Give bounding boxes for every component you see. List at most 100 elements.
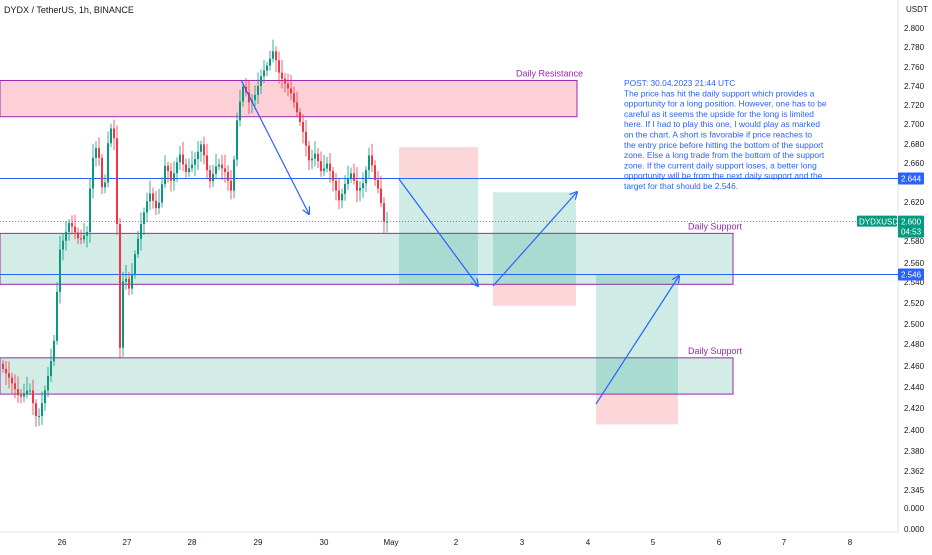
price-tick-label: 2.560 <box>904 259 925 268</box>
candle-body <box>20 395 22 397</box>
trend-arrow-1 <box>240 79 309 214</box>
candle-body <box>137 238 139 255</box>
price-tick-label: 2.362 <box>904 467 925 476</box>
price-tick-label: 2.720 <box>904 101 925 110</box>
time-tick-label: 28 <box>188 538 197 547</box>
candle-body <box>119 224 121 348</box>
candle-body <box>296 102 298 113</box>
price-tick-label: 2.780 <box>904 43 925 52</box>
trade-3-stop-box <box>596 394 678 425</box>
price-tick-label: 2.660 <box>904 159 925 168</box>
candle-body <box>92 157 94 189</box>
candle-body <box>26 390 28 394</box>
time-tick-label: 29 <box>254 538 263 547</box>
candle-body <box>305 131 307 146</box>
time-tick-label: 30 <box>320 538 329 547</box>
time-tick-label: 2 <box>454 538 459 547</box>
analysis-note: POST: 30.04.2023 21:44 UTC The price has … <box>624 78 827 191</box>
price-tick-label: 2.760 <box>904 63 925 72</box>
candle-body <box>299 112 301 122</box>
trade-1-stop-box <box>399 147 478 179</box>
price-tick-label: 0.000 <box>904 504 925 513</box>
price-tick-label: 0.000 <box>904 525 925 534</box>
candle-body <box>362 183 364 189</box>
price-tick-label: 2.380 <box>904 447 925 456</box>
zone-label-3: Daily Support <box>688 346 743 356</box>
note-line: The price has hit the daily support whic… <box>624 88 815 98</box>
candle-body <box>347 178 349 185</box>
candle-body <box>95 148 97 158</box>
note-line: on the chart. A short is favorable if pr… <box>624 130 812 140</box>
candle-body <box>323 168 325 171</box>
candle-body <box>38 416 40 418</box>
candle-body <box>170 170 172 181</box>
price-tick-label: 2.480 <box>904 340 925 349</box>
candle-body <box>149 193 151 202</box>
trade-3-target-box <box>596 274 678 395</box>
candle-body <box>317 153 319 162</box>
candle-body <box>335 180 337 191</box>
candle-body <box>173 173 175 181</box>
current-price-value: 2.600 <box>901 218 922 227</box>
candle-body <box>287 83 289 89</box>
candle-body <box>5 368 7 374</box>
time-tick-label: May <box>383 538 398 547</box>
time-tick-label: 7 <box>782 538 787 547</box>
note-line: target for that should be 2.546. <box>624 181 738 191</box>
note-line: here. If I had to play this one, I would… <box>624 119 820 129</box>
candle-body <box>272 51 274 59</box>
candle-body <box>359 188 361 191</box>
candle-body <box>314 153 316 159</box>
candle-body <box>11 377 13 384</box>
candle-body <box>383 203 385 222</box>
candle-body <box>185 164 187 172</box>
candle-body <box>290 88 292 94</box>
candle-body <box>179 154 181 163</box>
zone-label-2: Daily Support <box>688 221 743 231</box>
candle-body <box>341 193 343 201</box>
candle-body <box>218 164 220 167</box>
note-line: POST: 30.04.2023 21:44 UTC <box>624 78 735 88</box>
candle-countdown: 04:53 <box>901 228 922 237</box>
candle-body <box>308 145 310 161</box>
candle-body <box>194 159 196 165</box>
time-tick-label: 26 <box>58 538 67 547</box>
candle-body <box>161 184 163 203</box>
candle-body <box>68 223 70 232</box>
time-tick-label: 4 <box>586 538 591 547</box>
candle-body <box>215 166 217 174</box>
time-tick-label: 6 <box>717 538 722 547</box>
candle-body <box>332 170 334 181</box>
price-tick-label: 2.460 <box>904 362 925 371</box>
current-price-box <box>898 215 924 238</box>
candle-body <box>125 278 127 282</box>
candle-body <box>53 340 55 362</box>
candle-body <box>23 393 25 397</box>
candle-body <box>326 163 328 169</box>
candle-body <box>203 144 205 156</box>
currency-label: USDT <box>906 5 928 14</box>
candle-body <box>206 155 208 171</box>
time-tick-label: 8 <box>848 538 853 547</box>
price-tick-label: 2.680 <box>904 140 925 149</box>
candle-body <box>278 60 280 73</box>
candle-body <box>377 179 379 189</box>
candle-body <box>368 155 370 171</box>
candle-body <box>17 389 19 396</box>
candle-body <box>293 93 295 103</box>
price-tick-label: 2.400 <box>904 426 925 435</box>
candle-body <box>353 173 355 181</box>
candle-body <box>221 164 223 169</box>
zone-label-1: Daily Resistance <box>516 68 583 78</box>
price-tick-label: 2.700 <box>904 120 925 129</box>
candle-body <box>122 281 124 348</box>
candle-body <box>80 238 82 240</box>
time-tick-label: 27 <box>123 538 132 547</box>
candle-body <box>338 190 340 201</box>
candle-body <box>146 201 148 213</box>
candle-body <box>2 363 4 369</box>
candle-body <box>248 92 250 103</box>
price-tick-label: 2.540 <box>904 278 925 287</box>
candle-body <box>113 128 115 139</box>
